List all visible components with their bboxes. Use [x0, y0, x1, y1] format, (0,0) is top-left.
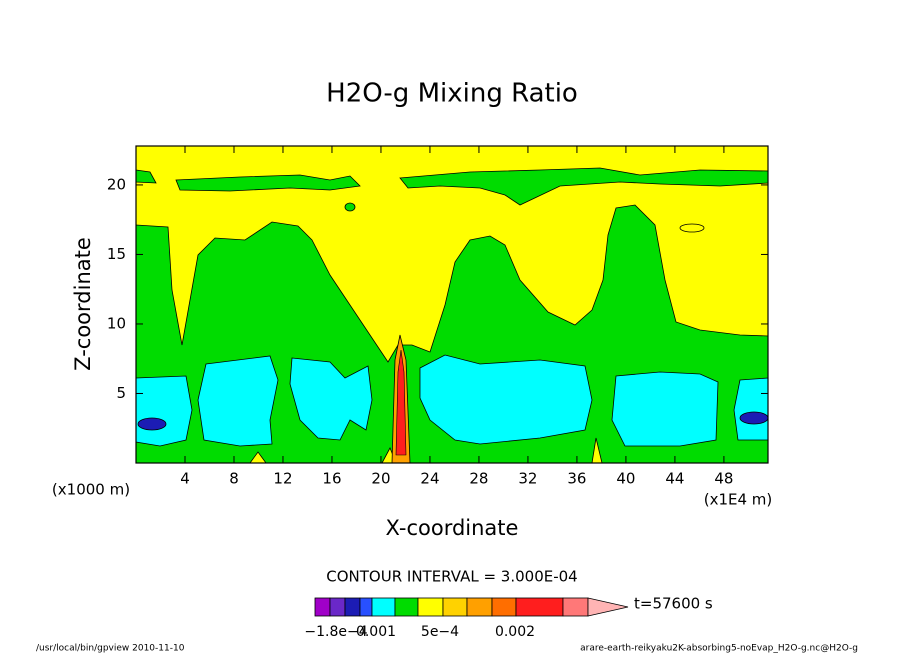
x-tick-label: 36: [567, 470, 586, 488]
colorbar-swatch: [394, 597, 419, 617]
x-axis-title: X-coordinate: [386, 516, 519, 540]
colorbar-label: −1.8e−4: [304, 624, 367, 640]
colorbar-swatch: [491, 597, 517, 617]
x-tick-label: 8: [229, 470, 239, 488]
contour-interval: CONTOUR INTERVAL = 3.000E-04: [326, 568, 577, 586]
y-unit-label: (x1000 m): [52, 481, 130, 499]
x-tick-label: 44: [665, 470, 684, 488]
contour-field: [135, 146, 769, 464]
colorbar-arrow: [587, 597, 629, 617]
colorbar: −1.8e−40.001 5e−4 0.002: [304, 597, 629, 640]
footer-left: /usr/local/bin/gpview 2010-11-10: [36, 644, 185, 654]
x-unit-label: (x1E4 m): [704, 491, 773, 509]
colorbar-swatch: [344, 597, 361, 617]
x-tick-label: 24: [420, 470, 439, 488]
x-tick-label: 16: [322, 470, 341, 488]
contour-region: [611, 371, 719, 447]
colorbar-swatch: [442, 597, 468, 617]
x-tick-label: 28: [469, 470, 488, 488]
y-tick-label: 20: [107, 175, 126, 193]
time-label: t=57600 s: [634, 595, 713, 613]
contour-region: [679, 223, 705, 233]
colorbar-label: 0.001: [356, 624, 396, 640]
contour-region: [289, 357, 373, 441]
y-tick-label: 5: [116, 384, 126, 402]
x-tick-label: 20: [371, 470, 390, 488]
colorbar-swatch: [466, 597, 493, 617]
colorbar-swatch: [314, 597, 331, 617]
colorbar-swatch: [515, 597, 564, 617]
contour-region: [419, 354, 593, 445]
contour-region: [733, 377, 769, 441]
y-tick-label: 15: [107, 245, 126, 263]
y-axis-title: Z-coordinate: [71, 237, 95, 371]
contour-region: [135, 375, 193, 447]
colorbar-swatch: [359, 597, 373, 617]
contour-region: [739, 411, 769, 425]
footer-right: arare-earth-reikyaku2K-absorbing5-noEvap…: [580, 644, 858, 654]
contour-region: [137, 417, 167, 431]
x-tick-label: 32: [518, 470, 537, 488]
colorbar-label: 5e−4: [421, 624, 459, 640]
contour-region: [344, 202, 356, 212]
plot-frame: [135, 145, 769, 464]
x-tick-label: 48: [714, 470, 733, 488]
y-tick-label: 10: [107, 314, 126, 332]
x-tick-label: 12: [273, 470, 292, 488]
x-tick-label: 40: [616, 470, 635, 488]
colorbar-swatch: [371, 597, 396, 617]
colorbar-swatch: [417, 597, 444, 617]
colorbar-swatch: [329, 597, 346, 617]
x-tick-label: 4: [180, 470, 190, 488]
colorbar-swatch: [562, 597, 589, 617]
colorbar-label: 0.002: [495, 624, 535, 640]
contour-region: [395, 349, 407, 456]
chart-title: H2O-g Mixing Ratio: [326, 79, 578, 109]
contour-region: [197, 355, 279, 447]
